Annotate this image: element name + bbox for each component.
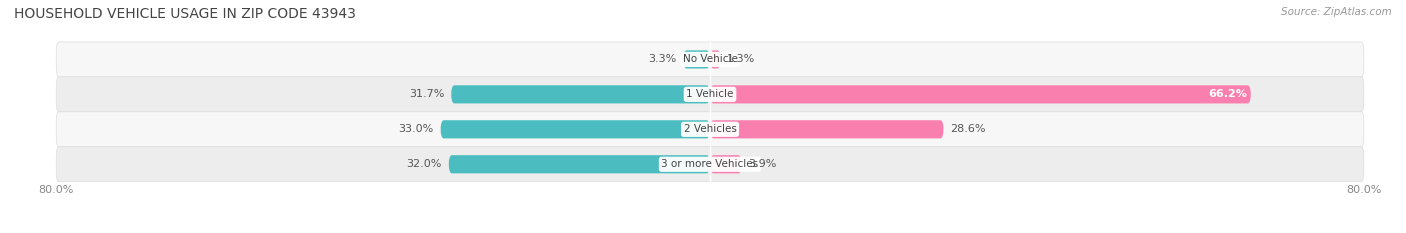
Text: 2 Vehicles: 2 Vehicles — [683, 124, 737, 134]
FancyBboxPatch shape — [56, 112, 1364, 147]
Text: No Vehicle: No Vehicle — [682, 55, 738, 64]
Text: 1.3%: 1.3% — [727, 55, 755, 64]
FancyBboxPatch shape — [56, 42, 1364, 77]
FancyBboxPatch shape — [710, 50, 721, 69]
Text: 33.0%: 33.0% — [398, 124, 434, 134]
FancyBboxPatch shape — [56, 77, 1364, 112]
FancyBboxPatch shape — [710, 85, 1251, 103]
Text: 1 Vehicle: 1 Vehicle — [686, 89, 734, 99]
FancyBboxPatch shape — [449, 155, 710, 173]
Text: 31.7%: 31.7% — [409, 89, 444, 99]
Text: 28.6%: 28.6% — [950, 124, 986, 134]
Text: Source: ZipAtlas.com: Source: ZipAtlas.com — [1281, 7, 1392, 17]
Text: 3.9%: 3.9% — [748, 159, 778, 169]
Text: 3 or more Vehicles: 3 or more Vehicles — [661, 159, 759, 169]
FancyBboxPatch shape — [56, 147, 1364, 182]
FancyBboxPatch shape — [451, 85, 710, 103]
FancyBboxPatch shape — [710, 155, 742, 173]
FancyBboxPatch shape — [710, 120, 943, 138]
Text: 32.0%: 32.0% — [406, 159, 441, 169]
Text: 3.3%: 3.3% — [648, 55, 676, 64]
Text: HOUSEHOLD VEHICLE USAGE IN ZIP CODE 43943: HOUSEHOLD VEHICLE USAGE IN ZIP CODE 4394… — [14, 7, 356, 21]
Text: 66.2%: 66.2% — [1208, 89, 1247, 99]
FancyBboxPatch shape — [683, 50, 710, 69]
FancyBboxPatch shape — [440, 120, 710, 138]
